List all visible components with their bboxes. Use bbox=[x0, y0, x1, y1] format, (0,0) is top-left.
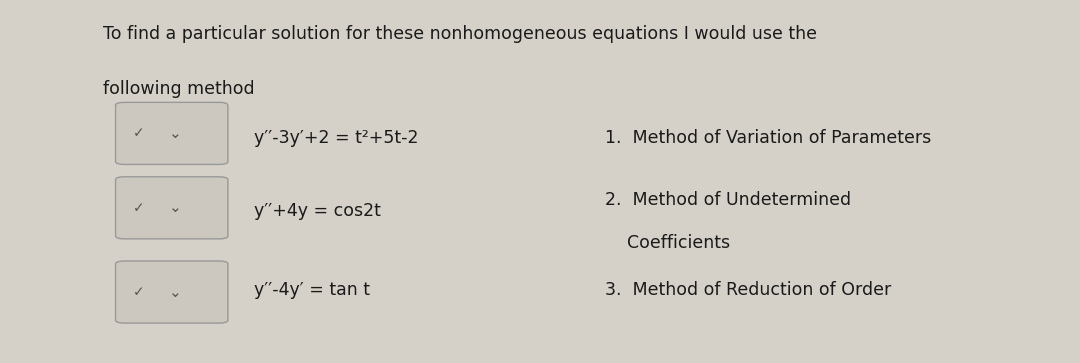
FancyBboxPatch shape bbox=[116, 177, 228, 239]
Text: ⌄: ⌄ bbox=[168, 285, 181, 300]
Text: ✓: ✓ bbox=[133, 201, 144, 215]
Text: y′′-4y′ = tan t: y′′-4y′ = tan t bbox=[254, 281, 369, 299]
Text: following method: following method bbox=[103, 80, 254, 98]
Text: ✓: ✓ bbox=[133, 127, 144, 140]
FancyBboxPatch shape bbox=[116, 261, 228, 323]
Text: y′′-3y′+2 = t²+5t-2: y′′-3y′+2 = t²+5t-2 bbox=[254, 129, 418, 147]
Text: Coefficients: Coefficients bbox=[605, 234, 730, 252]
Text: 3.  Method of Reduction of Order: 3. Method of Reduction of Order bbox=[605, 281, 891, 299]
Text: ⌄: ⌄ bbox=[168, 200, 181, 216]
Text: 2.  Method of Undetermined: 2. Method of Undetermined bbox=[605, 191, 851, 209]
Text: To find a particular solution for these nonhomogeneous equations I would use the: To find a particular solution for these … bbox=[103, 25, 816, 44]
Text: 1.  Method of Variation of Parameters: 1. Method of Variation of Parameters bbox=[605, 129, 931, 147]
FancyBboxPatch shape bbox=[116, 102, 228, 164]
Text: ⌄: ⌄ bbox=[168, 126, 181, 141]
Text: ✓: ✓ bbox=[133, 285, 144, 299]
Text: y′′+4y = cos2t: y′′+4y = cos2t bbox=[254, 201, 380, 220]
